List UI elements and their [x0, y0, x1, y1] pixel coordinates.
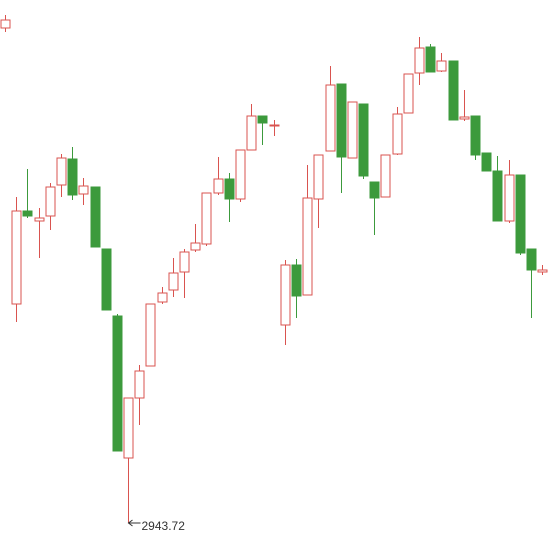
candle-body: [414, 47, 425, 74]
low-annotation: 2943.72: [142, 519, 186, 533]
candle-body: [436, 60, 447, 72]
candle-body: [481, 152, 492, 172]
candle-body: [313, 154, 324, 200]
candle-body: [380, 154, 391, 198]
candle-body: [179, 251, 190, 273]
candle-body: [403, 73, 414, 114]
candle-body: [134, 370, 145, 399]
candle-body: [537, 269, 548, 273]
candle-body: [347, 101, 358, 159]
candle-body: [269, 124, 280, 127]
candle-body: [246, 115, 257, 151]
candle-body: [291, 264, 302, 297]
candle-body: [34, 217, 45, 222]
candle-body: [302, 197, 313, 296]
candle-body: [369, 181, 380, 199]
candle-body: [526, 248, 537, 271]
candle-body: [90, 186, 101, 248]
candle-body: [190, 242, 201, 251]
candle-body: [0, 19, 11, 29]
candle-body: [492, 170, 503, 222]
candle-body: [224, 178, 235, 200]
candle-body: [78, 185, 89, 195]
candle-body: [257, 115, 268, 124]
candle-body: [325, 84, 336, 152]
candle-body: [336, 83, 347, 158]
candle-body: [123, 397, 134, 459]
candle-body: [392, 113, 403, 155]
candle-body: [101, 248, 112, 311]
candle-body: [157, 292, 168, 303]
candle-body: [22, 210, 33, 217]
candle-body: [280, 264, 291, 326]
candle-body: [67, 158, 78, 196]
candle-body: [358, 103, 369, 177]
annotation-arrow: [127, 519, 141, 527]
candle-body: [213, 178, 224, 194]
candle-body: [470, 115, 481, 156]
candle-body: [45, 186, 56, 217]
candle-body: [504, 174, 515, 222]
candle-body: [459, 116, 470, 120]
candle-body: [515, 174, 526, 254]
candle-body: [201, 192, 212, 245]
candle-body: [168, 272, 179, 291]
candle-body: [145, 303, 156, 367]
candle-body: [56, 157, 67, 186]
candle-body: [425, 46, 436, 73]
candle-body: [112, 315, 123, 452]
candle-body: [448, 60, 459, 121]
candle-body: [235, 149, 246, 200]
candle-body: [11, 210, 22, 305]
